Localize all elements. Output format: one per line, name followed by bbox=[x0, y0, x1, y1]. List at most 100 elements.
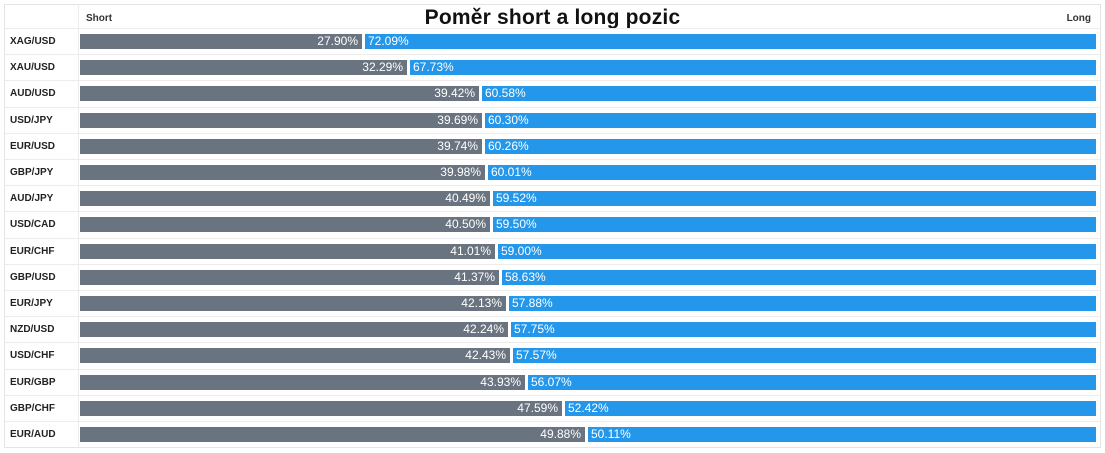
long-bar bbox=[528, 375, 1096, 390]
long-bar bbox=[485, 139, 1096, 154]
short-value-label: 49.88% bbox=[540, 427, 581, 441]
row-divider bbox=[5, 421, 1100, 422]
long-value-label: 59.52% bbox=[496, 191, 537, 205]
short-value-label: 42.24% bbox=[463, 322, 504, 336]
short-value-label: 32.29% bbox=[362, 60, 403, 74]
category-column-divider bbox=[78, 4, 79, 448]
category-label: USD/CAD bbox=[10, 219, 56, 230]
short-value-label: 27.90% bbox=[317, 34, 358, 48]
short-value-label: 40.49% bbox=[445, 191, 486, 205]
short-value-label: 39.42% bbox=[434, 86, 475, 100]
short-bar bbox=[80, 113, 482, 128]
long-bar bbox=[588, 427, 1096, 442]
row-divider bbox=[5, 54, 1100, 55]
short-bar bbox=[80, 296, 506, 311]
long-value-label: 57.88% bbox=[512, 296, 553, 310]
long-bar bbox=[498, 244, 1096, 259]
long-bar bbox=[509, 296, 1096, 311]
short-bar bbox=[80, 322, 508, 337]
long-value-label: 60.26% bbox=[488, 139, 529, 153]
long-bar bbox=[365, 34, 1096, 49]
short-bar bbox=[80, 375, 525, 390]
chart-frame bbox=[4, 4, 1101, 448]
row-divider bbox=[5, 159, 1100, 160]
row-divider bbox=[5, 185, 1100, 186]
short-bar bbox=[80, 217, 490, 232]
short-bar bbox=[80, 427, 585, 442]
row-divider bbox=[5, 211, 1100, 212]
category-label: GBP/USD bbox=[10, 272, 56, 283]
category-label: AUD/JPY bbox=[10, 193, 54, 204]
short-bar bbox=[80, 60, 407, 75]
long-bar bbox=[493, 191, 1096, 206]
row-divider bbox=[5, 133, 1100, 134]
long-bar bbox=[485, 113, 1096, 128]
long-bar bbox=[502, 270, 1096, 285]
short-bar bbox=[80, 191, 490, 206]
row-divider bbox=[5, 290, 1100, 291]
long-header: Long bbox=[1066, 13, 1091, 24]
category-label: AUD/USD bbox=[10, 88, 56, 99]
short-value-label: 42.13% bbox=[461, 296, 502, 310]
category-label: EUR/JPY bbox=[10, 298, 53, 309]
category-label: EUR/USD bbox=[10, 141, 56, 152]
row-divider bbox=[5, 28, 1100, 29]
category-label: XAU/USD bbox=[10, 62, 56, 73]
long-bar bbox=[482, 86, 1096, 101]
chart-title: Poměr short a long pozic bbox=[424, 6, 681, 29]
row-divider bbox=[5, 369, 1100, 370]
short-value-label: 47.59% bbox=[517, 401, 558, 415]
category-label: GBP/JPY bbox=[10, 167, 54, 178]
row-divider bbox=[5, 316, 1100, 317]
long-bar bbox=[513, 348, 1096, 363]
row-divider bbox=[5, 107, 1100, 108]
short-bar bbox=[80, 86, 479, 101]
long-bar bbox=[493, 217, 1096, 232]
row-divider bbox=[5, 264, 1100, 265]
long-value-label: 58.63% bbox=[505, 270, 546, 284]
category-label: NZD/USD bbox=[10, 324, 55, 335]
long-value-label: 57.57% bbox=[516, 348, 557, 362]
long-value-label: 50.11% bbox=[591, 427, 631, 441]
category-label: EUR/AUD bbox=[10, 429, 56, 440]
long-bar bbox=[410, 60, 1096, 75]
short-bar bbox=[80, 244, 495, 259]
short-bar bbox=[80, 270, 499, 285]
category-label: EUR/CHF bbox=[10, 246, 55, 257]
long-value-label: 60.58% bbox=[485, 86, 526, 100]
short-bar bbox=[80, 401, 562, 416]
category-label: USD/CHF bbox=[10, 350, 55, 361]
long-value-label: 59.00% bbox=[501, 244, 542, 258]
short-value-label: 39.98% bbox=[440, 165, 481, 179]
row-divider bbox=[5, 238, 1100, 239]
long-value-label: 67.73% bbox=[413, 60, 454, 74]
short-bar bbox=[80, 348, 510, 363]
long-value-label: 59.50% bbox=[496, 217, 537, 231]
category-label: GBP/CHF bbox=[10, 403, 55, 414]
short-bar bbox=[80, 34, 362, 49]
long-bar bbox=[488, 165, 1096, 180]
category-label: USD/JPY bbox=[10, 115, 53, 126]
short-value-label: 41.37% bbox=[454, 270, 495, 284]
long-value-label: 52.42% bbox=[568, 401, 609, 415]
short-bar bbox=[80, 139, 482, 154]
short-value-label: 39.69% bbox=[437, 113, 478, 127]
short-value-label: 41.01% bbox=[450, 244, 491, 258]
long-value-label: 60.30% bbox=[488, 113, 529, 127]
short-value-label: 40.50% bbox=[445, 217, 486, 231]
category-label: EUR/GBP bbox=[10, 377, 56, 388]
long-value-label: 57.75% bbox=[514, 322, 555, 336]
short-value-label: 43.93% bbox=[480, 375, 521, 389]
short-value-label: 42.43% bbox=[465, 348, 506, 362]
short-header: Short bbox=[86, 13, 113, 24]
long-bar bbox=[565, 401, 1096, 416]
short-bar bbox=[80, 165, 485, 180]
long-value-label: 56.07% bbox=[531, 375, 572, 389]
short-value-label: 39.74% bbox=[437, 139, 478, 153]
long-value-label: 60.01% bbox=[491, 165, 532, 179]
row-divider bbox=[5, 395, 1100, 396]
row-divider bbox=[5, 80, 1100, 81]
row-divider bbox=[5, 342, 1100, 343]
category-label: XAG/USD bbox=[10, 36, 56, 47]
long-bar bbox=[511, 322, 1096, 337]
